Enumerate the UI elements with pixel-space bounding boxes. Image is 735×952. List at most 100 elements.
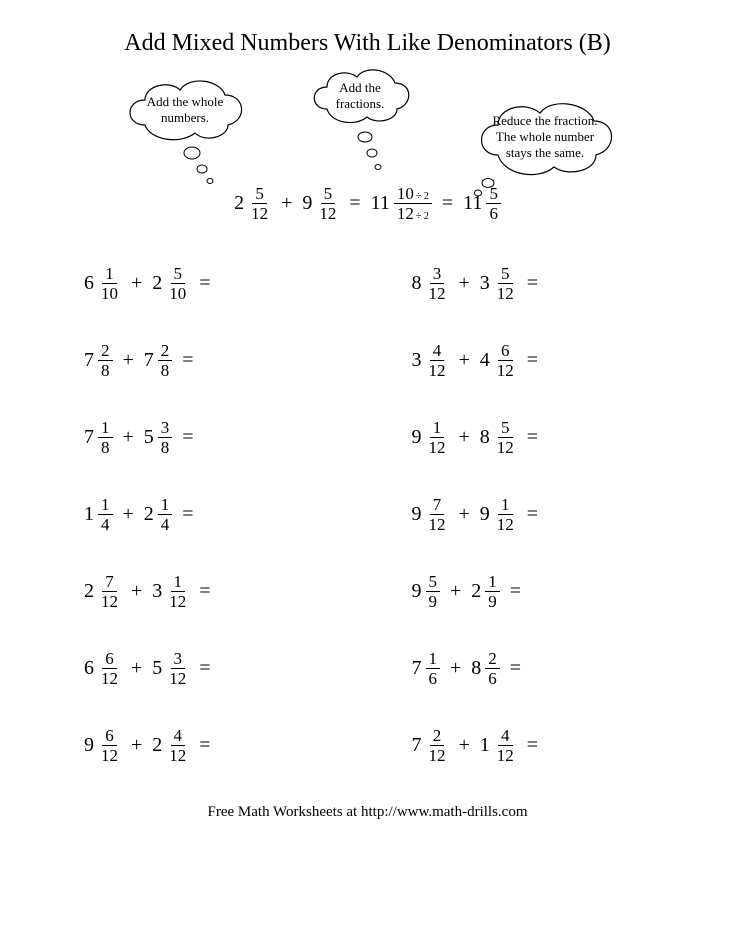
fraction: 712 (98, 573, 121, 610)
whole-number: 9 (412, 580, 422, 603)
page-title: Add Mixed Numbers With Like Denominators… (50, 30, 685, 57)
fraction: 28 (158, 342, 173, 379)
worksheet-page: Add Mixed Numbers With Like Denominators… (0, 0, 735, 841)
problem-row: 9612+2412= (60, 727, 348, 764)
whole-number: 3 (412, 349, 422, 372)
equals-sign: = (349, 192, 360, 215)
fraction: 212 (426, 727, 449, 764)
problem-row: 6612+5312= (60, 650, 348, 687)
term-a: 6612 (84, 650, 121, 687)
plus-sign: + (450, 657, 461, 680)
fraction: 612 (98, 727, 121, 764)
numerator: 5 (498, 419, 513, 438)
equals-sign: = (199, 580, 210, 603)
denominator: 9 (485, 592, 500, 610)
whole-number: 4 (480, 349, 490, 372)
fraction: 612 (494, 342, 517, 379)
whole-number: 6 (84, 657, 94, 680)
fraction: 14 (158, 496, 173, 533)
problem-row: 728+728= (60, 342, 348, 379)
fraction: 14 (98, 496, 113, 533)
numerator: 2 (430, 727, 445, 746)
plus-sign: + (123, 349, 134, 372)
term-b: 1412 (480, 727, 517, 764)
numerator: 6 (498, 342, 513, 361)
denominator: 12 (166, 669, 189, 687)
term-b: 3512 (480, 265, 517, 302)
problem-row: 6110+2510= (60, 265, 348, 302)
fraction: 312 (166, 650, 189, 687)
denominator: 12 (98, 592, 121, 610)
denominator: 12 (166, 746, 189, 764)
denominator: 8 (98, 438, 113, 456)
numerator: 6 (102, 650, 117, 669)
plus-sign: + (123, 426, 134, 449)
numerator: 2 (485, 650, 500, 669)
whole-number: 1 (84, 503, 94, 526)
example-equation: 2 5 12 + 9 5 12 = 11 10÷ 2 12÷ 2 (50, 185, 685, 222)
fraction: 112 (426, 419, 449, 456)
plus-sign: + (459, 272, 470, 295)
term-b: 2510 (152, 265, 189, 302)
term-a: 2712 (84, 573, 121, 610)
denominator: 12 (98, 669, 121, 687)
term-a: 9112 (412, 419, 449, 456)
plus-sign: + (131, 657, 142, 680)
term-b: 5312 (152, 650, 189, 687)
fraction: 110 (98, 265, 121, 302)
equals-sign: = (182, 426, 193, 449)
fraction: 510 (166, 265, 189, 302)
denominator: 12 (494, 284, 517, 302)
term-a: 7212 (412, 727, 449, 764)
whole-number: 11 (371, 192, 390, 215)
problem-row: 8312+3512= (388, 265, 676, 302)
example-term-a: 2 5 12 (234, 185, 271, 222)
whole-number: 8 (412, 272, 422, 295)
whole-number: 7 (84, 349, 94, 372)
numerator: 1 (102, 265, 117, 284)
denominator: 12 (426, 515, 449, 533)
hint-cloud-right: Reduce the fraction. The whole number st… (470, 93, 620, 181)
numerator: 2 (98, 342, 113, 361)
numerator: 5 (321, 185, 336, 204)
numerator: 1 (98, 496, 113, 515)
cloud-tail-icon (350, 127, 390, 187)
plus-sign: + (131, 272, 142, 295)
numerator: 2 (158, 342, 173, 361)
term-a: 9712 (412, 496, 449, 533)
term-b: 4612 (480, 342, 517, 379)
numerator: 1 (171, 573, 186, 592)
hint-cloud-left: Add the whole numbers. (120, 75, 250, 145)
fraction: 112 (166, 573, 189, 610)
numerator: 4 (171, 727, 186, 746)
denominator: 12 (98, 746, 121, 764)
term-b: 9112 (480, 496, 517, 533)
fraction: 412 (166, 727, 189, 764)
problem-row: 959+219= (388, 573, 676, 610)
fraction: 112 (494, 496, 517, 533)
fraction: 28 (98, 342, 113, 379)
whole-number: 2 (471, 580, 481, 603)
whole-number: 7 (144, 349, 154, 372)
equals-sign: = (510, 580, 521, 603)
denominator: 8 (158, 361, 173, 379)
numerator: 10÷ 2 (394, 185, 432, 204)
fraction: 10÷ 2 12÷ 2 (394, 185, 432, 222)
term-a: 8312 (412, 265, 449, 302)
plus-sign: + (459, 349, 470, 372)
whole-number: 9 (412, 503, 422, 526)
equals-sign: = (527, 426, 538, 449)
hint-right-text: Reduce the fraction. The whole number st… (470, 93, 620, 181)
denominator: 8 (98, 361, 113, 379)
denominator: 12 (166, 592, 189, 610)
fraction: 412 (494, 727, 517, 764)
numerator: 5 (171, 265, 186, 284)
equals-sign: = (442, 192, 453, 215)
whole-number: 9 (84, 734, 94, 757)
hint-cloud-mid: Add the fractions. (305, 65, 415, 127)
numerator: 5 (486, 185, 501, 204)
plus-sign: + (131, 734, 142, 757)
numerator: 3 (430, 265, 445, 284)
denominator: 12 (248, 204, 271, 222)
plus-sign: + (123, 503, 134, 526)
